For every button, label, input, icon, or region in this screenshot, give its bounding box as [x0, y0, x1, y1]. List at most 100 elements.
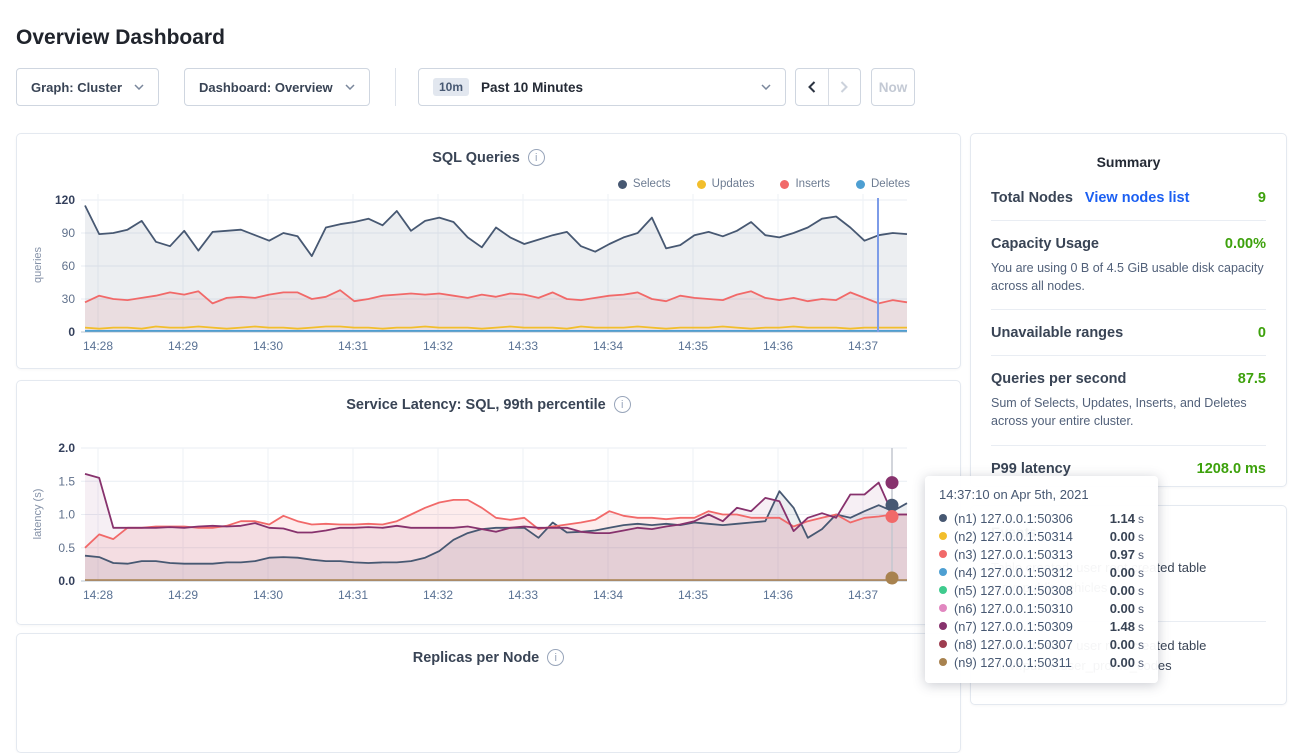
svg-text:60: 60 — [62, 259, 76, 273]
series-dot-icon — [939, 622, 947, 630]
replicas-per-node-card: Replicas per Node i — [16, 633, 961, 753]
svg-text:14:30: 14:30 — [253, 339, 283, 353]
series-dot-icon — [939, 514, 947, 522]
summary-item-value: 0 — [1257, 325, 1266, 342]
svg-text:2.0: 2.0 — [58, 441, 75, 455]
svg-text:latency (s): latency (s) — [32, 489, 44, 540]
info-icon[interactable]: i — [547, 649, 565, 666]
next-timespan-button[interactable] — [827, 69, 861, 105]
graph-dropdown[interactable]: Graph: Cluster — [16, 68, 159, 106]
view-nodes-list-link[interactable]: View nodes list — [1084, 190, 1190, 206]
series-dot-icon — [939, 640, 947, 648]
tooltip-row: (n5) 127.0.0.1:50308 0.00 s — [939, 581, 1144, 599]
svg-text:14:28: 14:28 — [83, 339, 113, 353]
series-dot-icon — [939, 550, 947, 558]
svg-text:14:34: 14:34 — [593, 588, 623, 602]
legend-item-inserts[interactable]: Inserts — [780, 178, 830, 190]
series-dot-icon — [939, 532, 947, 540]
svg-text:14:36: 14:36 — [763, 588, 793, 602]
svg-text:30: 30 — [62, 292, 76, 306]
tooltip-row: (n6) 127.0.0.1:50310 0.00 s — [939, 599, 1144, 617]
tooltip-row: (n9) 127.0.0.1:50311 0.00 s — [939, 653, 1144, 671]
svg-text:14:29: 14:29 — [168, 339, 198, 353]
svg-text:14:35: 14:35 — [678, 588, 708, 602]
svg-text:14:30: 14:30 — [253, 588, 283, 602]
time-nav-group — [795, 68, 861, 106]
info-icon[interactable]: i — [527, 149, 545, 166]
svg-text:90: 90 — [62, 226, 76, 240]
tooltip-row: (n1) 127.0.0.1:50306 1.14 s — [939, 509, 1144, 527]
summary-item-label: Queries per second — [991, 371, 1127, 388]
summary-item-description: You are using 0 B of 4.5 GiB usable disk… — [991, 261, 1264, 294]
service-latency-card: Service Latency: SQL, 99th percentile i … — [16, 380, 961, 625]
series-dot-icon — [939, 586, 947, 594]
prev-timespan-button[interactable] — [796, 69, 828, 105]
chevron-down-icon — [345, 84, 355, 90]
svg-text:0: 0 — [68, 325, 75, 339]
svg-text:1.0: 1.0 — [58, 508, 75, 522]
summary-item: Capacity Usage 0.00% You are using 0 B of … — [991, 220, 1266, 309]
svg-text:14:37: 14:37 — [848, 339, 878, 353]
svg-text:queries: queries — [32, 246, 44, 283]
summary-item-description: Sum of Selects, Updates, Inserts, and De… — [991, 396, 1247, 429]
svg-text:14:32: 14:32 — [423, 588, 453, 602]
time-range-dropdown[interactable]: 10m Past 10 Minutes — [418, 68, 786, 106]
service-latency-chart[interactable]: 0.0 0.5 1.0 1.5 2.0 14:28 14:29 14:30 14:31 14:32… — [17, 381, 960, 624]
svg-text:0.0: 0.0 — [58, 574, 75, 588]
series-dot-icon — [939, 568, 947, 576]
summary-item: Total Nodes View nodes list 9 — [991, 175, 1266, 220]
summary-item: P99 latency 1208.0 ms — [991, 444, 1266, 491]
sql-queries-chart-title: SQL Queries — [432, 149, 520, 166]
summary-item-label: Total Nodes — [991, 190, 1073, 206]
svg-text:14:31: 14:31 — [338, 339, 368, 353]
tooltip-row: (n8) 127.0.0.1:50307 0.00 s — [939, 635, 1144, 653]
chevron-down-icon — [761, 84, 771, 90]
toolbar-divider — [395, 68, 396, 106]
page-title: Overview Dashboard — [16, 26, 225, 50]
tooltip-row: (n4) 127.0.0.1:50312 0.00 s — [939, 563, 1144, 581]
tooltip-row: (n3) 127.0.0.1:50313 0.97 s — [939, 545, 1144, 563]
summary-item: Unavailable ranges 0 — [991, 309, 1266, 355]
sql-queries-chart[interactable]: 0 30 60 90 120 14:28 14:29 14:30 14:31 14:32 14:33… — [17, 134, 960, 368]
svg-text:14:29: 14:29 — [168, 588, 198, 602]
summary-heading: Summary — [1096, 154, 1161, 170]
svg-text:14:34: 14:34 — [593, 339, 623, 353]
summary-item-label: Capacity Usage — [991, 236, 1099, 252]
series-dot-icon — [939, 658, 947, 666]
legend-dot-icon — [696, 179, 706, 189]
svg-text:14:32: 14:32 — [423, 339, 453, 353]
tooltip-row: (n2) 127.0.0.1:50314 0.00 s — [939, 527, 1144, 545]
series-dot-icon — [939, 604, 947, 612]
legend-dot-icon — [780, 179, 790, 189]
legend-item-deletes[interactable]: Deletes — [856, 178, 910, 190]
tooltip-row: (n7) 127.0.0.1:50309 1.48 s — [939, 617, 1144, 635]
svg-text:1.5: 1.5 — [58, 474, 75, 488]
info-icon[interactable]: i — [613, 396, 631, 413]
summary-panel: Summary Total Nodes View nodes list 9 Capac… — [970, 133, 1287, 487]
summary-item-label: P99 latency — [991, 460, 1071, 477]
legend-dot-icon — [856, 179, 865, 189]
dashboard-dropdown[interactable]: Dashboard: Overview — [184, 68, 370, 106]
tooltip-timestamp: 14:37:10 on Apr 5th, 2021 — [939, 487, 1089, 502]
summary-item: Queries per second 87.5 Sum of Selects, Up… — [991, 355, 1266, 444]
replicas-per-node-chart-title: Replicas per Node — [412, 649, 540, 666]
summary-item-value: 87.5 — [1237, 371, 1266, 388]
chevron-left-icon — [807, 81, 815, 93]
svg-text:14:33: 14:33 — [508, 339, 538, 353]
time-range-badge: 10m — [433, 78, 470, 96]
summary-item-value: 1208.0 ms — [1196, 460, 1266, 477]
legend-item-updates[interactable]: Updates — [696, 178, 754, 190]
sql-queries-card: SQL Queries i Selects Updates Inserts Delet… — [16, 133, 961, 369]
svg-text:14:28: 14:28 — [83, 588, 113, 602]
svg-text:14:35: 14:35 — [678, 339, 708, 353]
svg-text:14:37: 14:37 — [848, 588, 878, 602]
chart-hover-tooltip: 14:37:10 on Apr 5th, 2021 (n1) 127.0.0.1… — [925, 476, 1158, 683]
legend-item-selects[interactable]: Selects — [617, 178, 671, 190]
dashboard-dropdown-label: Dashboard: Overview — [199, 79, 333, 95]
chevron-right-icon — [841, 81, 849, 93]
summary-item-value: 9 — [1257, 190, 1266, 206]
now-button[interactable]: Now — [871, 68, 915, 106]
legend-dot-icon — [617, 179, 627, 189]
summary-item-label: Unavailable ranges — [991, 325, 1124, 342]
svg-text:14:36: 14:36 — [763, 339, 793, 353]
